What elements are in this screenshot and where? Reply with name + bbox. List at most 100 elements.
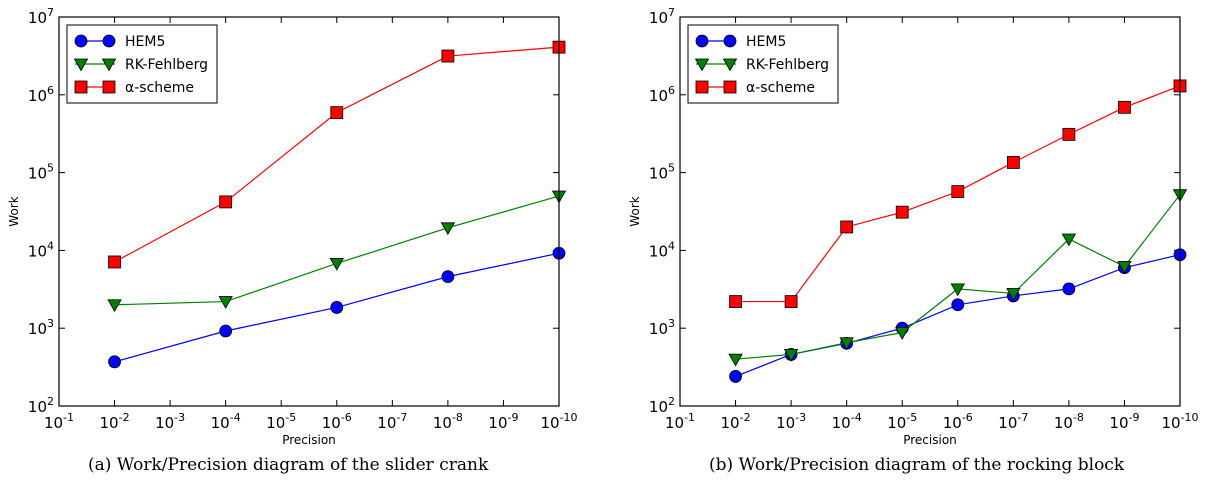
chart-a-series-1-point — [108, 355, 121, 369]
chart-b-xtick-label: 10-7 — [998, 411, 1028, 432]
chart-a-ylabel: Work — [7, 196, 21, 226]
chart-a: 102 103 104 105 106 107 10-1 10-2 10-3 10-4 10-5 10… — [7, 6, 578, 447]
chart-b-legend-marker — [694, 58, 710, 72]
chart-b-xtick-label: 10-8 — [1054, 411, 1084, 432]
chart-a-series-1-point — [219, 324, 233, 338]
chart-a-xtick-label: 10-4 — [211, 411, 241, 432]
chart-b-xtick-label: 10-5 — [887, 411, 917, 432]
chart-a-ytick-label: 105 — [28, 162, 54, 183]
chart-b-xtick-label: 10-1 — [665, 411, 695, 432]
chart-b-xtick-label: 10-2 — [721, 411, 751, 432]
chart-a-legend-marker — [74, 34, 88, 48]
chart-b-xtick-label: 10-4 — [832, 411, 862, 432]
chart-b-xtick-label: 10-3 — [776, 411, 806, 432]
chart-b-series-2-point — [895, 327, 910, 340]
chart-b-series-3-point — [784, 295, 798, 308]
chart-a-series-3-point — [219, 195, 233, 209]
chart-a-series-1 — [108, 246, 566, 369]
chart-b-series-2-point — [728, 353, 743, 367]
chart-b-ytick-label: 105 — [649, 162, 675, 183]
chart-b-series-2 — [728, 189, 1188, 367]
chart-b-series-2-point — [950, 283, 965, 297]
chart-b-series-1-line — [735, 254, 1181, 377]
chart-b-series-1-point — [951, 298, 965, 312]
chart-b: 102 103 104 105 106 107 10-1 10-2 10-3 10-4 10-5 10… — [628, 6, 1199, 447]
chart-b-caption: (b) Work/Precision diagram of the rockin… — [709, 455, 1125, 475]
chart-a-ytick-label: 107 — [28, 6, 54, 27]
chart-b-xtick-label: 10-10 — [1161, 411, 1198, 432]
chart-b-series-1-point — [729, 370, 742, 383]
chart-b-xtick-label: 10-6 — [943, 411, 973, 432]
chart-b-legend-marker — [723, 80, 737, 94]
chart-b-series-3-point — [895, 205, 909, 219]
chart-a-series-3-point — [108, 255, 121, 269]
chart-a-series-1-point — [330, 301, 344, 314]
chart-panel-b: 102 103 104 105 106 107 10-1 10-2 10-3 10-4 10-5 10… — [621, 0, 1231, 490]
chart-a-series-2-point — [107, 299, 122, 313]
chart-a-legend-label: RK-Fehlberg — [125, 57, 208, 73]
chart-panel-a: 102 103 104 105 106 107 10-1 10-2 10-3 10-4 10-5 10… — [0, 0, 610, 490]
chart-a-legend-marker — [102, 34, 116, 48]
chart-a-legend-marker — [102, 80, 116, 94]
chart-a-legend-marker — [73, 58, 89, 72]
chart-b-ytick-label: 103 — [649, 317, 675, 338]
chart-a-xtick-label: 10-1 — [44, 411, 74, 432]
chart-a-frame — [58, 16, 560, 407]
chart-b-legend-marker — [722, 58, 738, 72]
chart-b-legend-marker — [695, 80, 709, 94]
chart-b-ytick-label: 107 — [649, 6, 675, 27]
chart-b-series-3 — [729, 79, 1187, 308]
chart-b-series-2-point — [839, 337, 854, 351]
chart-b-legend-marker — [723, 34, 737, 48]
chart-b-series-3-point — [1062, 127, 1076, 141]
chart-a-legend-marker — [74, 80, 88, 94]
chart-a-caption: (a) Work/Precision diagram of the slider… — [88, 455, 489, 475]
chart-a-xtick-label: 10-3 — [155, 411, 185, 432]
chart-b-series-3-point — [1006, 156, 1020, 169]
chart-a-xtick-label: 10-10 — [540, 411, 577, 432]
chart-b-series-2-point — [1117, 261, 1132, 274]
chart-a-series-2-point — [440, 222, 456, 236]
chart-b-legend-label: α-scheme — [746, 80, 815, 96]
chart-a-series-2 — [107, 190, 567, 313]
chart-b-legend-marker — [695, 34, 709, 48]
chart-b-ytick-label: 102 — [649, 395, 675, 416]
chart-a-xlabel: Precision — [282, 433, 336, 447]
chart-a-xtick-label: 10-5 — [266, 411, 296, 432]
chart-b-series-3-point — [729, 295, 742, 308]
chart-b-series-2-point — [783, 349, 799, 362]
chart-a-series-2-point — [329, 258, 344, 271]
chart-a-legend-marker — [101, 58, 117, 72]
chart-a-series-3-point — [441, 49, 455, 63]
chart-b-ytick-label: 106 — [649, 84, 675, 105]
chart-a-legend-label: α-scheme — [125, 80, 194, 96]
chart-b-legend: HEM5 RK-Fehlberg α-scheme — [687, 24, 839, 104]
chart-b-series-1 — [729, 248, 1187, 383]
chart-b-series-2-point — [1006, 288, 1021, 301]
chart-a-xtick-label: 10-8 — [433, 411, 463, 432]
chart-b-xlabel: Precision — [903, 433, 957, 447]
chart-a-series-3-point — [330, 106, 344, 120]
chart-b-legend-label: RK-Fehlberg — [746, 57, 829, 73]
chart-a-series-2-point — [218, 296, 233, 309]
chart-b-ytick-label: 104 — [649, 239, 675, 260]
chart-b-series-2-point — [1061, 233, 1077, 247]
chart-b-series-3-point — [951, 185, 965, 198]
chart-a-series-1-point — [441, 270, 455, 284]
chart-a-series-2-line — [114, 195, 560, 306]
chart-a-xtick-label: 10-7 — [377, 411, 407, 432]
chart-a-ytick-label: 102 — [28, 395, 54, 416]
chart-a-xtick-label: 10-9 — [488, 411, 518, 432]
chart-a-legend-label: HEM5 — [125, 34, 165, 50]
chart-b-legend-label: HEM5 — [746, 34, 786, 50]
chart-b-frame — [679, 16, 1181, 407]
chart-a-xtick-label: 10-6 — [322, 411, 352, 432]
chart-b-series-1-point — [1062, 282, 1076, 296]
chart-b-series-3-point — [1118, 100, 1131, 114]
chart-b-series-2-line — [735, 194, 1181, 360]
chart-a-legend: HEM5 RK-Fehlberg α-scheme — [66, 24, 218, 104]
chart-a-ytick-label: 103 — [28, 317, 54, 338]
chart-a-ytick-label: 104 — [28, 239, 54, 260]
chart-a-xtick-label: 10-2 — [100, 411, 130, 432]
chart-b-series-3-point — [840, 220, 854, 234]
